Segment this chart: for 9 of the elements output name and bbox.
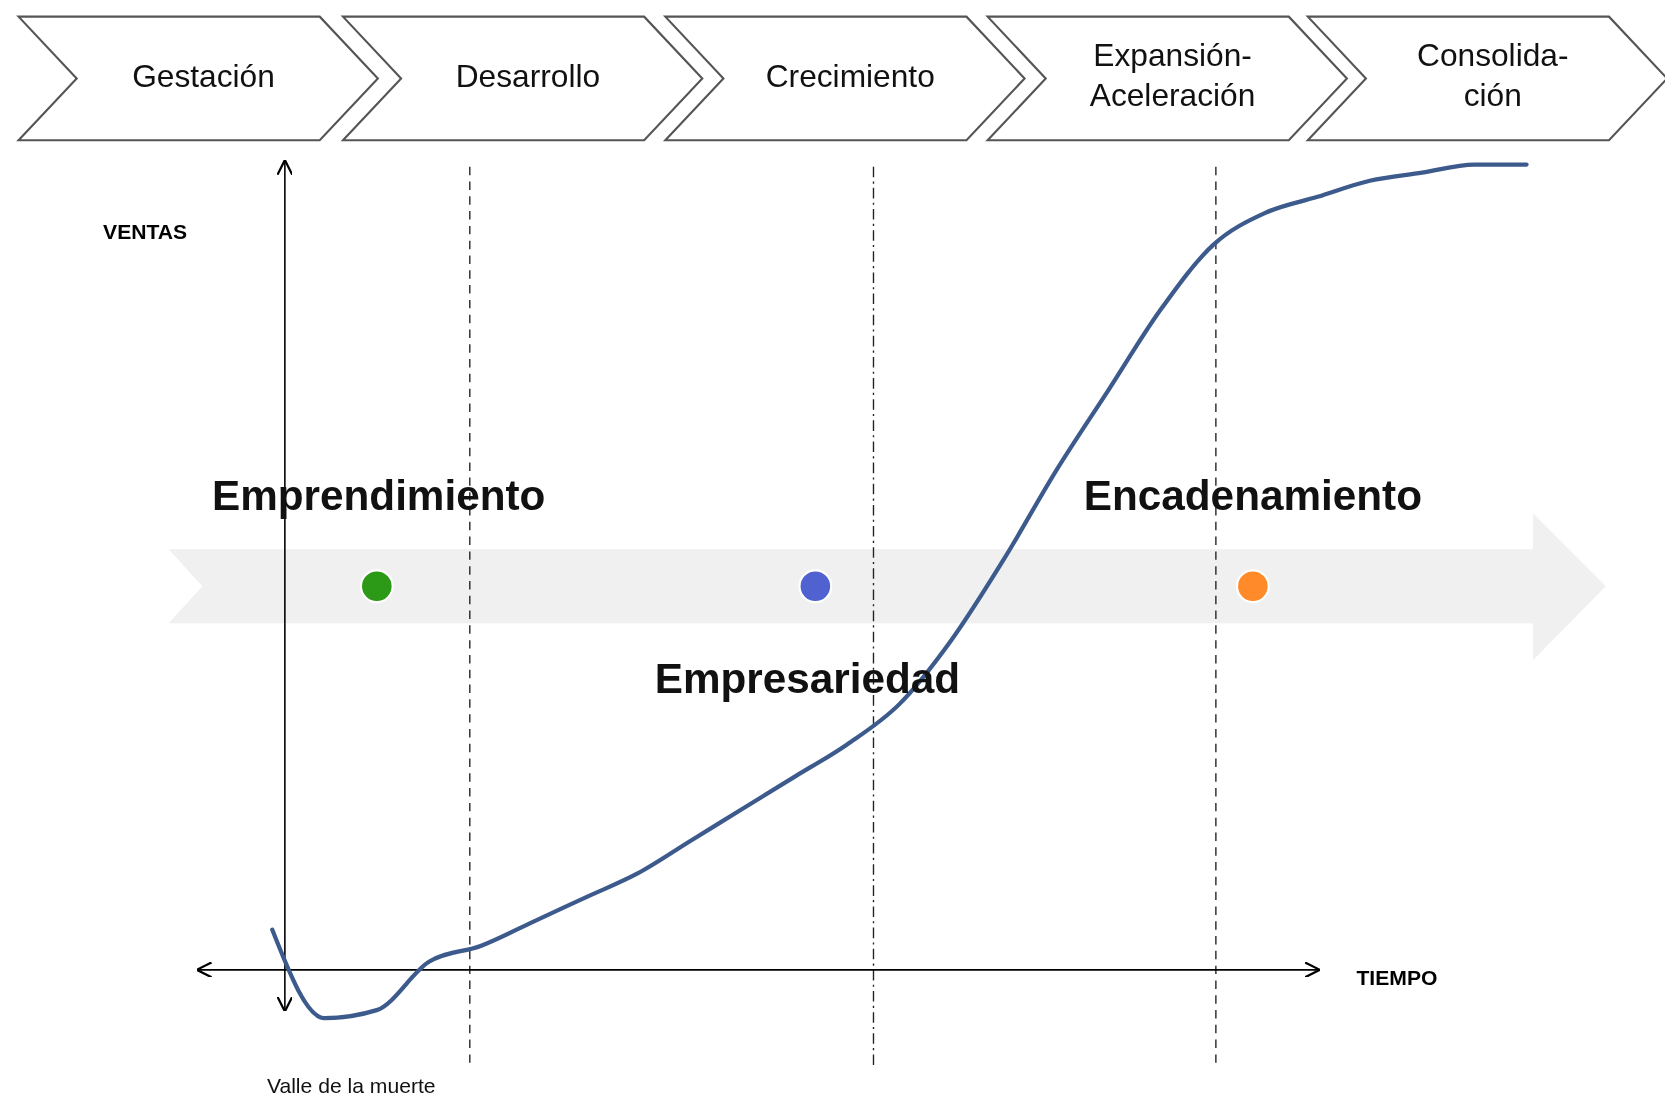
text: Gestación — [132, 58, 275, 95]
y-axis-title: VENTAS — [103, 219, 188, 243]
annotation: Encadenamiento — [1083, 472, 1422, 520]
text: Valle de la muerte — [266, 1074, 436, 1098]
text: Expansión- Aceleración — [1089, 37, 1256, 114]
text: Consolida- ción — [1417, 37, 1569, 114]
text: Crecimiento — [765, 58, 935, 95]
text: Desarrollo — [455, 58, 601, 95]
x-axis-title: TIEMPO — [1356, 965, 1438, 989]
